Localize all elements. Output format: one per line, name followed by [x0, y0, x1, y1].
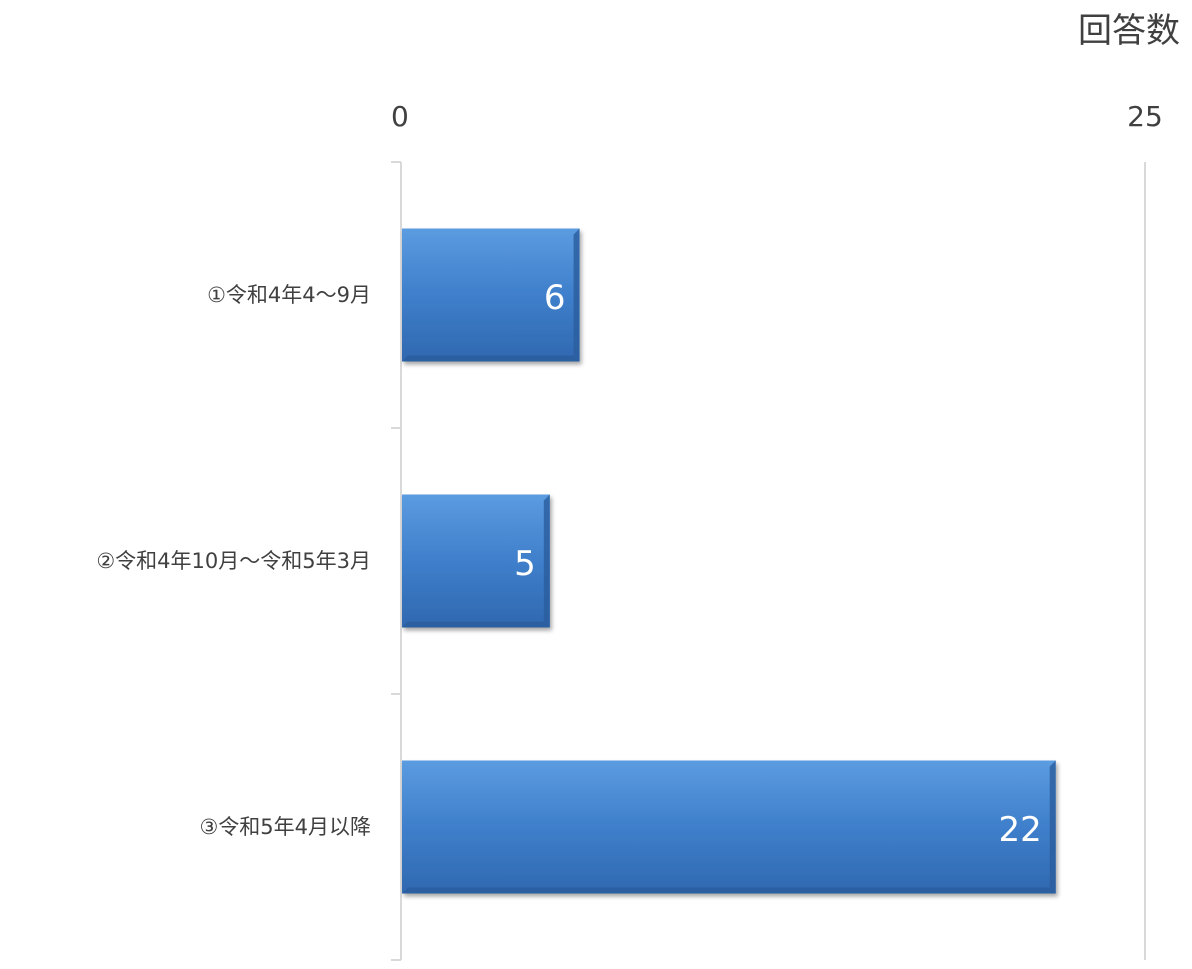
data-label: 5 — [514, 544, 536, 584]
category-label: ②令和4年10月～令和5年3月 — [96, 549, 371, 573]
axis-title: 回答数 — [1078, 11, 1180, 51]
bar-bevel-top — [402, 494, 550, 501]
category-label: ①令和4年4～9月 — [207, 283, 371, 307]
bar-bevel-bottom — [402, 621, 550, 628]
bars-layer — [402, 228, 1056, 894]
bar-bevel-right — [543, 494, 550, 628]
x-tick-label: 25 — [1127, 100, 1163, 133]
bar-bevel-right — [573, 228, 580, 362]
category-label: ③令和5年4月以降 — [199, 815, 371, 839]
axis-layer: 0 25 — [391, 100, 1163, 961]
bar — [402, 760, 1056, 894]
bar-bevel-top — [402, 228, 580, 235]
data-label: 22 — [998, 810, 1041, 850]
x-tick-label: 0 — [391, 100, 409, 133]
bar — [402, 494, 550, 628]
labels-layer: 6 ①令和4年4～9月 5 ②令和4年10月～令和5年3月 22 ③令和5年4月以降 — [96, 278, 1041, 850]
bar-bevel-right — [1049, 760, 1056, 894]
bar — [402, 228, 580, 362]
bar-bevel-bottom — [402, 355, 580, 362]
bar-bevel-bottom — [402, 887, 1056, 894]
bar-bevel-top — [402, 760, 1056, 767]
data-label: 6 — [544, 278, 566, 318]
